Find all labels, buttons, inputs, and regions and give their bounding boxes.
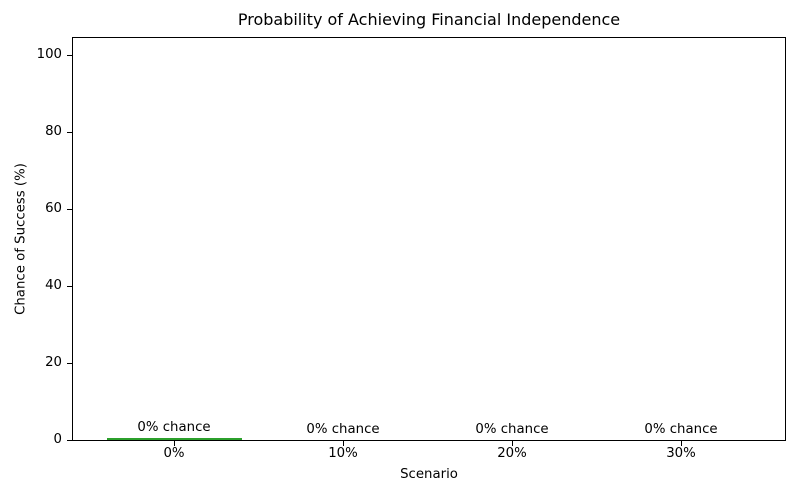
y-tick-label: 60 [45,201,62,216]
y-tick-mark [67,55,72,56]
y-tick-label: 0 [53,432,62,447]
y-tick-mark [67,363,72,364]
x-axis-label: Scenario [400,467,458,482]
x-tick-label: 0% [163,446,185,461]
y-tick-label: 100 [36,47,62,62]
y-tick-label: 80 [45,124,62,139]
plot-area [72,37,786,441]
x-tick-label: 30% [666,446,696,461]
bar-value-label: 0% chance [306,422,380,437]
y-tick-mark [67,132,72,133]
x-tick-mark [174,441,175,446]
y-tick-mark [67,286,72,287]
bar-value-label: 0% chance [137,420,211,435]
x-tick-label: 10% [328,446,358,461]
bar-value-label: 0% chance [644,422,718,437]
x-tick-label: 20% [497,446,527,461]
x-tick-mark [343,441,344,446]
bar-value-label: 0% chance [475,422,549,437]
chart-title: Probability of Achieving Financial Indep… [237,10,621,29]
y-tick-label: 20 [45,355,62,370]
x-tick-mark [681,441,682,446]
y-tick-mark [67,209,72,210]
y-tick-label: 40 [45,278,62,293]
x-tick-mark [512,441,513,446]
y-tick-mark [67,440,72,441]
bar [106,438,242,440]
